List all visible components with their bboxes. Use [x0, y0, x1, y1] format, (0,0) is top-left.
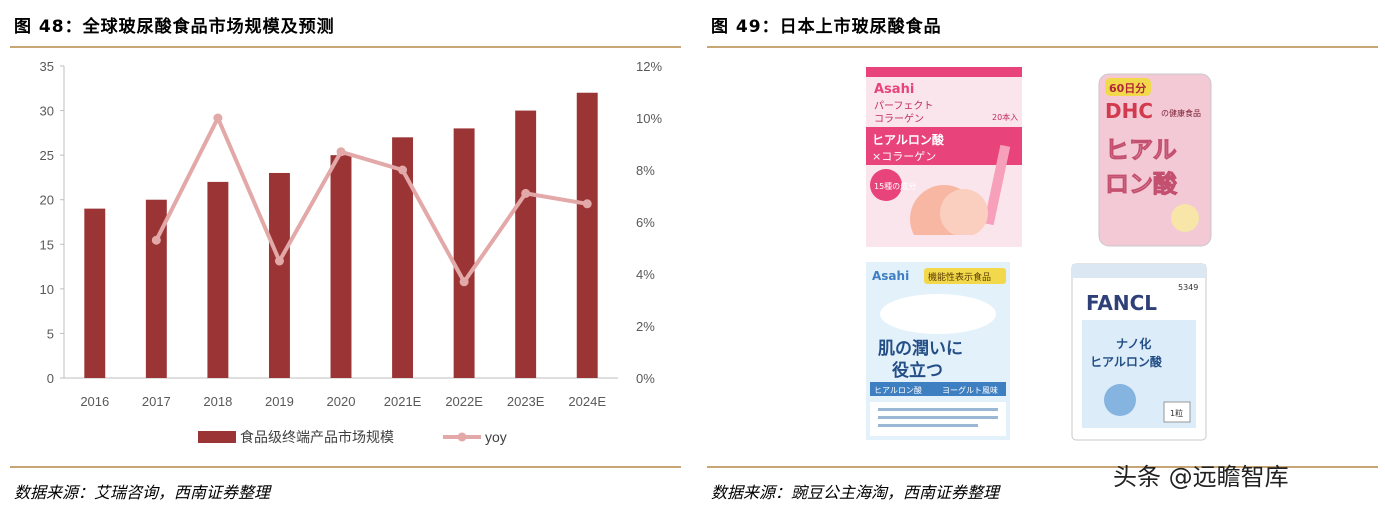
product-2-line-4: ヒアル — [1105, 136, 1177, 164]
product-1-line-1: パーフェクト — [874, 100, 933, 112]
left-y-tick-label: 25 — [40, 148, 54, 163]
bar-2022E — [453, 128, 475, 378]
left-bottom-divider — [10, 466, 681, 468]
product-4-line-5: 1粒 — [1170, 408, 1183, 418]
product-dhc-hyaluronic-image: 60日分 DHC の健康食品 ヒアル ロン酸 — [1098, 73, 1212, 247]
legend-bar-label: 食品级终端产品市场规模 — [240, 429, 394, 446]
product-4-line-4: ヒアルロン酸 — [1090, 354, 1163, 369]
bar-2017 — [145, 199, 167, 378]
yoy-point-2023E — [521, 188, 531, 198]
right-data-source: 数据来源：豌豆公主海淘，西南证券整理 — [711, 483, 1000, 502]
right-panel-title: 图 49：日本上市玻尿酸食品 — [711, 17, 942, 37]
bar-2019 — [268, 172, 290, 378]
bar-2020 — [330, 155, 352, 378]
product-3-brand: Asahi — [872, 269, 909, 283]
yoy-point-2021E — [398, 165, 408, 175]
left-panel-title: 图 48：全球玻尿酸食品市场规模及预测 — [14, 17, 335, 37]
yoy-point-2019 — [274, 256, 284, 266]
yoy-point-2018 — [213, 113, 223, 123]
x-tick-label: 2022E — [445, 394, 483, 409]
left-y-tick-label: 20 — [40, 193, 54, 208]
x-tick-label: 2023E — [507, 394, 545, 409]
x-tick-label: 2018 — [203, 394, 232, 409]
right-y-tick-label: 10% — [636, 111, 662, 126]
product-3-line-2: 肌の潤いに — [878, 339, 963, 359]
yoy-line — [154, 116, 588, 284]
yoy-point-2024E — [582, 199, 592, 209]
legend-line-marker — [457, 432, 467, 442]
left-y-tick-label: 15 — [40, 237, 54, 252]
product-1-line-3: ヒアルロン酸 — [872, 132, 945, 147]
right-y-tick-label: 6% — [636, 215, 655, 230]
product-2-line-3: の健康食品 — [1161, 108, 1201, 118]
right-y-tick-label: 0% — [636, 371, 655, 386]
bar-2024E — [576, 92, 598, 378]
product-2-line-2: DHC — [1105, 99, 1153, 123]
product-asahi-yogurt-image: Asahi 機能性表示食品 肌の潤いに 役立つ ヒアルロン酸 ヨーグルト風味 — [866, 262, 1010, 440]
right-y-tick-label: 8% — [636, 163, 655, 178]
x-tick-label: 2024E — [568, 394, 606, 409]
market-size-chart: 0 5 10 15 20 25 30 35 0% 2% 4% 6% 8% 10% 12% 2016 2017 20… — [40, 59, 663, 446]
right-y-tick-label: 2% — [636, 319, 655, 334]
yoy-point-2020 — [336, 147, 346, 157]
x-tick-label: 2021E — [384, 394, 422, 409]
product-3-line-1: 機能性表示食品 — [928, 271, 991, 283]
left-y-tick-label: 35 — [40, 59, 54, 74]
legend-bar-swatch — [198, 431, 236, 443]
product-3-line-4: ヒアルロン酸 — [874, 385, 922, 395]
product-4-line-2: FANCL — [1086, 291, 1157, 315]
left-data-source: 数据来源：艾瑞咨询，西南证券整理 — [14, 483, 271, 502]
bar-2016 — [84, 208, 106, 378]
product-2-line-5: ロン酸 — [1105, 170, 1178, 198]
product-4-line-1: 5349 — [1178, 283, 1198, 292]
x-tick-label: 2016 — [80, 394, 109, 409]
product-asahi-collagen-image: Asahi パーフェクト コラーゲン 20本入 ヒアルロン酸 ×コラーゲン 15… — [866, 67, 1022, 247]
bar-2021E — [392, 137, 414, 378]
product-3-line-3: 役立つ — [892, 360, 943, 381]
right-y-tick-label: 4% — [636, 267, 655, 282]
left-top-divider — [10, 46, 681, 48]
product-fancl-hyaluronic-image: 5349 FANCL ナノ化 ヒアルロン酸 1粒 — [1071, 263, 1207, 441]
yoy-point-2017 — [151, 235, 161, 245]
left-y-tick-label: 30 — [40, 104, 54, 119]
legend-line-label: yoy — [485, 429, 507, 445]
right-y-tick-label: 12% — [636, 59, 662, 74]
product-2-line-1: 60日分 — [1109, 81, 1146, 95]
left-y-tick-label: 10 — [40, 282, 54, 297]
x-tick-label: 2020 — [327, 394, 356, 409]
left-y-tick-label: 5 — [47, 326, 54, 341]
product-3-line-5: ヨーグルト風味 — [942, 385, 998, 395]
product-1-count: 20本入 — [992, 112, 1018, 122]
product-1-line-2: コラーゲン — [874, 113, 924, 125]
yoy-point-2022E — [459, 277, 469, 287]
product-1-brand: Asahi — [874, 82, 914, 97]
bar-2023E — [515, 110, 537, 379]
product-1-line-6: 15種の成分 — [874, 181, 916, 191]
bar-2018 — [207, 181, 229, 378]
product-4-line-3: ナノ化 — [1116, 336, 1151, 351]
right-bottom-divider — [707, 466, 1378, 468]
watermark-text: 头条 @远瞻智库 — [1113, 463, 1289, 491]
right-top-divider — [707, 46, 1378, 48]
x-tick-label: 2019 — [265, 394, 294, 409]
x-tick-label: 2017 — [142, 394, 171, 409]
product-1-line-4: ×コラーゲン — [872, 150, 936, 163]
left-y-tick-label: 0 — [47, 371, 54, 386]
